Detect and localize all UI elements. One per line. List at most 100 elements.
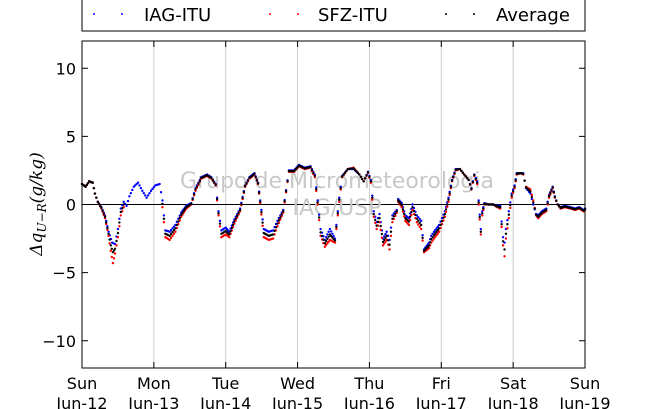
data-point (371, 194, 374, 197)
data-point (85, 183, 88, 187)
data-point (111, 250, 115, 254)
data-point (501, 244, 505, 247)
data-point (229, 230, 232, 233)
data-point (104, 221, 108, 224)
data-point (342, 173, 345, 176)
data-point (116, 231, 120, 235)
data-point (243, 184, 247, 188)
data-point (141, 189, 144, 193)
data-point (375, 227, 378, 231)
data-point (412, 209, 416, 213)
data-point (152, 186, 156, 189)
data-point (481, 214, 484, 217)
data-point (378, 212, 381, 216)
data-point (402, 215, 406, 218)
data-point (329, 230, 333, 233)
data-point (437, 230, 441, 233)
data-point (417, 216, 420, 219)
data-point (218, 222, 222, 225)
data-point (500, 225, 503, 229)
data-point (388, 243, 391, 246)
data-point (532, 199, 535, 202)
legend-marker-iag-itu (93, 13, 95, 15)
data-point (478, 213, 481, 216)
data-point (335, 227, 338, 231)
data-point (103, 215, 107, 218)
data-point (128, 195, 131, 198)
x-tick-label-day: Wed (280, 374, 315, 393)
data-point (174, 227, 177, 230)
data-point (261, 218, 264, 221)
data-point (108, 242, 111, 245)
data-point (168, 234, 171, 238)
data-point (109, 244, 112, 247)
data-point (324, 239, 328, 243)
data-point (477, 199, 480, 202)
data-point (392, 215, 396, 218)
data-point (323, 245, 327, 248)
data-point (326, 242, 329, 245)
data-point (419, 223, 423, 227)
data-point (175, 223, 179, 227)
data-point (461, 171, 465, 174)
data-point (385, 230, 388, 233)
data-point (522, 172, 525, 176)
data-point (279, 216, 282, 219)
data-point (107, 230, 110, 233)
data-point (116, 227, 120, 231)
data-point (417, 223, 420, 226)
data-point (274, 226, 278, 229)
x-tick-label-day: Sun (67, 374, 97, 393)
data-point (440, 219, 444, 223)
data-point (148, 191, 151, 195)
data-point (115, 239, 118, 243)
data-point (259, 200, 262, 203)
data-point (476, 181, 479, 184)
data-point (410, 213, 413, 217)
data-point (317, 218, 321, 222)
data-point (92, 186, 96, 190)
data-point (343, 171, 347, 175)
data-point (106, 228, 109, 232)
data-point (171, 227, 174, 230)
data-point (381, 240, 385, 244)
data-point (500, 220, 503, 223)
data-point (213, 181, 216, 184)
data-point (421, 233, 424, 237)
x-tick-label-date: Jun-16 (343, 394, 395, 409)
data-point (144, 194, 147, 197)
data-point (211, 179, 214, 182)
data-point (510, 196, 513, 199)
data-point (312, 171, 315, 175)
data-point (102, 212, 106, 216)
data-point (507, 210, 511, 213)
data-point (380, 236, 384, 239)
data-point (436, 225, 440, 228)
data-point (322, 238, 325, 241)
x-tick-label-date: Jun-17 (415, 394, 467, 409)
data-point (532, 203, 535, 206)
data-point (552, 191, 555, 194)
data-point (340, 175, 344, 178)
data-point (401, 210, 405, 213)
legend-marker-average (473, 13, 475, 15)
data-point (215, 197, 219, 201)
x-tick-label-date: Jun-19 (558, 394, 610, 409)
data-point (503, 248, 506, 251)
data-point (555, 199, 558, 202)
data-point (126, 199, 130, 203)
data-point (139, 186, 143, 190)
data-point (501, 240, 505, 243)
data-point (383, 238, 386, 242)
legend-label-sfz-itu: SFZ-ITU (318, 5, 388, 26)
x-tick-label-day: Mon (137, 374, 171, 393)
data-point (355, 170, 358, 173)
data-point (373, 221, 377, 225)
data-point (530, 195, 534, 199)
data-point (214, 183, 217, 186)
data-point (546, 201, 549, 205)
data-point (333, 239, 337, 242)
data-point (145, 196, 148, 199)
data-point (431, 236, 434, 239)
